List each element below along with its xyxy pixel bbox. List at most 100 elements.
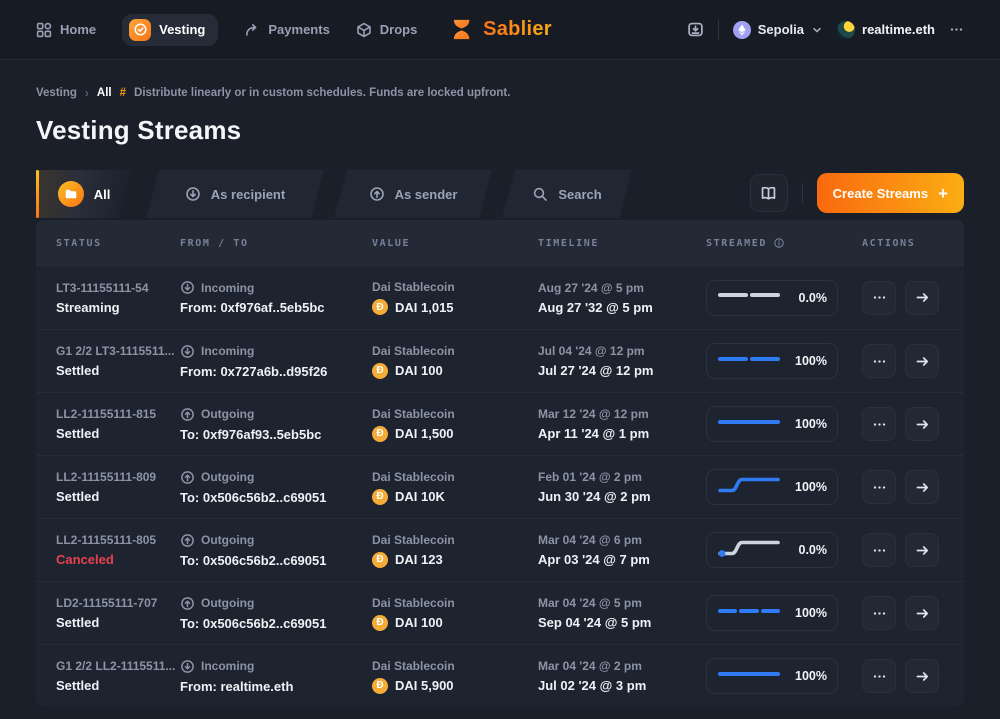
counterparty-address: From: 0xf976af..5eb5bc bbox=[180, 300, 325, 315]
from-to-cell: Incoming From: realtime.eth bbox=[180, 659, 372, 694]
account-menu[interactable]: realtime.eth bbox=[837, 20, 935, 39]
brand-logo[interactable]: Sablier bbox=[448, 16, 552, 43]
row-open-button[interactable] bbox=[905, 596, 939, 630]
status-badge: Streaming bbox=[56, 299, 120, 315]
row-more-button[interactable] bbox=[862, 596, 896, 630]
table-row[interactable]: G1 2/2 LL2-1115511... Settled Incoming F… bbox=[36, 644, 964, 707]
row-open-button[interactable] bbox=[905, 659, 939, 693]
tab-as-recipient[interactable]: As recipient bbox=[146, 168, 324, 220]
search-icon bbox=[532, 186, 548, 202]
tab-sender-label: As sender bbox=[394, 186, 458, 202]
breadcrumb-separator: › bbox=[84, 86, 89, 100]
row-open-button[interactable] bbox=[905, 407, 939, 441]
timeline-cell: Jul 04 '24 @ 12 pm Jul 27 '24 @ 12 pm bbox=[538, 344, 706, 378]
dai-token-icon bbox=[372, 362, 388, 379]
col-status: STATUS bbox=[56, 237, 102, 249]
row-more-button[interactable] bbox=[862, 344, 896, 378]
table-row[interactable]: LL2-11155111-809 Settled Outgoing To: 0x… bbox=[36, 455, 964, 518]
tab-all-label: All bbox=[93, 186, 111, 202]
progress-sparkline bbox=[717, 602, 781, 625]
row-open-button[interactable] bbox=[905, 470, 939, 504]
table-row[interactable]: LD2-11155111-707 Settled Outgoing To: 0x… bbox=[36, 581, 964, 644]
nav-item-drops[interactable]: Drops bbox=[356, 22, 417, 38]
dai-token-icon bbox=[372, 614, 388, 631]
inbox-icon[interactable] bbox=[687, 21, 704, 38]
table-row[interactable]: G1 2/2 LT3-1115511... Settled Incoming F… bbox=[36, 329, 964, 392]
token-amount: DAI 100 bbox=[395, 615, 443, 630]
actions-cell bbox=[862, 596, 964, 630]
nav-item-vesting[interactable]: Vesting bbox=[122, 13, 219, 46]
row-more-button[interactable] bbox=[862, 470, 896, 504]
divider bbox=[801, 183, 803, 203]
streamed-progress: 100% bbox=[706, 406, 838, 442]
progress-sparkline bbox=[717, 539, 781, 562]
info-icon[interactable] bbox=[773, 237, 785, 249]
docs-book-icon[interactable] bbox=[749, 174, 788, 212]
more-options-icon[interactable] bbox=[949, 22, 964, 37]
counterparty-address: From: realtime.eth bbox=[180, 678, 294, 694]
row-more-button[interactable] bbox=[862, 407, 896, 441]
status-badge: Settled bbox=[56, 426, 100, 441]
actions-cell bbox=[862, 470, 964, 504]
end-time: Sep 04 '24 @ 5 pm bbox=[538, 615, 652, 630]
counterparty-address: To: 0x506c56b2..c69051 bbox=[180, 489, 327, 505]
status-cell: LL2-11155111-809 Settled bbox=[56, 470, 180, 504]
end-time: Apr 03 '24 @ 7 pm bbox=[538, 552, 650, 567]
col-from-to: FROM / TO bbox=[180, 237, 249, 249]
value-cell: Dai Stablecoin DAI 1,015 bbox=[372, 280, 538, 315]
stream-id: LL2-11155111-805 bbox=[56, 533, 157, 547]
row-more-button[interactable] bbox=[862, 659, 896, 693]
breadcrumb: Vesting › All # Distribute linearly or i… bbox=[36, 86, 964, 100]
nav-item-home[interactable]: Home bbox=[36, 22, 96, 38]
tab-as-sender[interactable]: As sender bbox=[334, 168, 492, 220]
token-name: Dai Stablecoin bbox=[372, 532, 455, 547]
row-open-button[interactable] bbox=[905, 533, 939, 567]
tab-search[interactable]: Search bbox=[502, 168, 632, 220]
table-row[interactable]: LL2-11155111-815 Settled Outgoing To: 0x… bbox=[36, 392, 964, 455]
table-header: STATUS FROM / TO VALUE TIMELINE STREAMED… bbox=[36, 220, 964, 266]
table-row[interactable]: LT3-11155111-54 Streaming Incoming From:… bbox=[36, 266, 964, 329]
streamed-percent: 0.0% bbox=[798, 543, 828, 557]
create-streams-button[interactable]: Create Streams + bbox=[816, 173, 964, 213]
network-selector[interactable]: Sepolia bbox=[732, 20, 823, 39]
streamed-progress: 100% bbox=[706, 469, 838, 505]
status-cell: LT3-11155111-54 Streaming bbox=[56, 281, 180, 315]
token-name: Dai Stablecoin bbox=[372, 595, 455, 610]
row-open-button[interactable] bbox=[905, 280, 939, 315]
row-more-button[interactable] bbox=[862, 533, 896, 567]
tab-recipient-label: As recipient bbox=[210, 186, 286, 202]
end-time: Jul 27 '24 @ 12 pm bbox=[538, 363, 654, 378]
token-amount: DAI 100 bbox=[395, 363, 443, 378]
streamed-percent: 100% bbox=[795, 417, 827, 431]
dai-token-icon bbox=[372, 551, 388, 568]
progress-sparkline bbox=[717, 476, 781, 499]
plus-icon: + bbox=[938, 183, 948, 203]
streamed-progress: 0.0% bbox=[706, 279, 838, 316]
dai-token-icon bbox=[372, 677, 388, 694]
tab-all[interactable]: All bbox=[36, 168, 132, 220]
create-streams-label: Create Streams bbox=[832, 185, 929, 201]
token-name: Dai Stablecoin bbox=[372, 469, 455, 484]
grid-icon bbox=[36, 22, 52, 38]
breadcrumb-description: Distribute linearly or in custom schedul… bbox=[134, 87, 511, 99]
streamed-cell: 100% bbox=[706, 406, 862, 442]
row-more-button[interactable] bbox=[862, 280, 896, 315]
nav-item-payments[interactable]: Payments bbox=[244, 22, 330, 38]
sablier-hourglass-icon bbox=[448, 16, 475, 43]
counterparty-address: To: 0x506c56b2..c69051 bbox=[180, 615, 327, 631]
row-open-button[interactable] bbox=[905, 344, 939, 378]
start-time: Jul 04 '24 @ 12 pm bbox=[538, 344, 645, 358]
stream-id: G1 2/2 LL2-1115511... bbox=[56, 659, 176, 673]
end-time: Jun 30 '24 @ 2 pm bbox=[538, 489, 651, 504]
table-row[interactable]: LL2-11155111-805 Canceled Outgoing To: 0… bbox=[36, 518, 964, 581]
circle-arrow-up-icon bbox=[369, 186, 385, 202]
value-cell: Dai Stablecoin DAI 123 bbox=[372, 533, 538, 568]
table-body: LT3-11155111-54 Streaming Incoming From:… bbox=[36, 266, 964, 707]
page-title: Vesting Streams bbox=[36, 115, 242, 145]
actions-cell bbox=[862, 659, 964, 693]
start-time: Mar 04 '24 @ 6 pm bbox=[538, 533, 642, 547]
start-time: Feb 01 '24 @ 2 pm bbox=[538, 470, 642, 484]
breadcrumb-root[interactable]: Vesting bbox=[36, 87, 77, 99]
outgoing-icon bbox=[180, 596, 195, 611]
badge-check-icon bbox=[129, 18, 152, 41]
